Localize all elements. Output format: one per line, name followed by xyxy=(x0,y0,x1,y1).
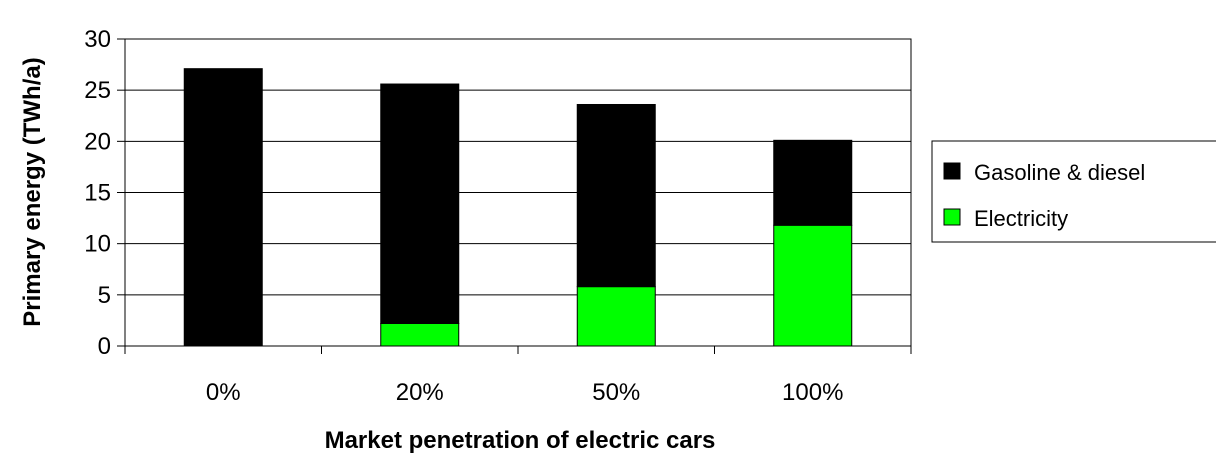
legend-label-electricity: Electricity xyxy=(974,206,1068,231)
legend: Gasoline & diesel Electricity xyxy=(931,140,1216,243)
y-tick-label: 5 xyxy=(98,282,111,309)
x-tick-label: 20% xyxy=(396,379,444,406)
y-axis-label: Primary energy (TWh/a) xyxy=(19,57,46,326)
y-tick-label: 0 xyxy=(98,333,111,360)
bar-gasoline-diesel xyxy=(576,103,656,288)
y-tick-label: 25 xyxy=(84,77,111,104)
y-tick-label: 15 xyxy=(84,180,111,207)
legend-swatch-electricity xyxy=(943,208,961,226)
y-axis-ticks: 0 5 10 15 20 25 30 xyxy=(84,26,125,360)
bar-gasoline-diesel xyxy=(380,83,460,324)
bar-electricity xyxy=(773,224,853,347)
y-tick-label: 10 xyxy=(84,231,111,258)
legend-frame xyxy=(931,140,1216,243)
bar-gasoline-diesel xyxy=(183,68,263,347)
x-tick-label: 0% xyxy=(206,379,241,406)
x-axis-ticks: 0% 20% 50% 100% xyxy=(124,346,912,406)
legend-swatch-gasoline-diesel xyxy=(943,162,961,180)
legend-label-gasoline-diesel: Gasoline & diesel xyxy=(974,160,1145,185)
x-axis-label: Market penetration of electric cars xyxy=(325,427,716,454)
x-tick-label: 50% xyxy=(592,379,640,406)
y-tick-label: 20 xyxy=(84,128,111,155)
bars xyxy=(183,68,853,347)
bar-electricity xyxy=(576,286,656,347)
x-tick-label: 100% xyxy=(782,379,843,406)
bar-gasoline-diesel xyxy=(773,139,853,226)
bar-electricity xyxy=(380,322,460,347)
y-tick-label: 30 xyxy=(84,26,111,53)
